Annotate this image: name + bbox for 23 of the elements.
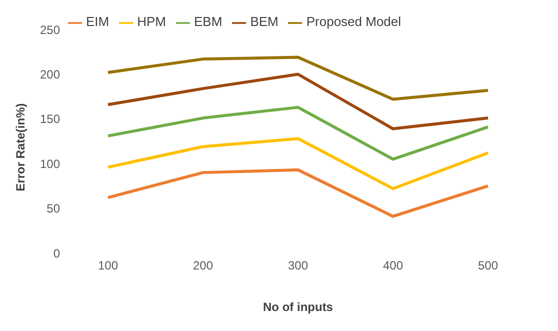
x-tick-label: 200	[192, 258, 214, 273]
line-series	[106, 168, 490, 218]
legend-label: EIM	[86, 14, 110, 29]
x-tick-label: 100	[98, 258, 118, 273]
line-series	[106, 72, 490, 130]
y-tick-label: 250	[40, 22, 60, 37]
y-tick-label: 0	[53, 246, 60, 260]
y-tick-label: 200	[40, 68, 60, 82]
x-tick-label: 500	[478, 258, 498, 273]
line-series	[106, 56, 490, 101]
y-axis-title: Error Rate(in%)	[13, 103, 28, 192]
line-series	[106, 137, 490, 190]
x-tick-label: 300	[288, 258, 308, 273]
legend-label: HPM	[137, 14, 166, 29]
y-tick-label: 150	[40, 112, 60, 126]
legend-label: Proposed Model	[306, 14, 402, 29]
y-tick-label: 100	[40, 156, 60, 171]
legend-label: BEM	[250, 14, 278, 29]
x-tick-label: 400	[382, 258, 404, 273]
line-series	[106, 106, 490, 161]
x-axis-title: No of inputs	[263, 300, 334, 314]
y-tick-label: 50	[46, 202, 60, 216]
legend-label: EBM	[194, 14, 222, 29]
